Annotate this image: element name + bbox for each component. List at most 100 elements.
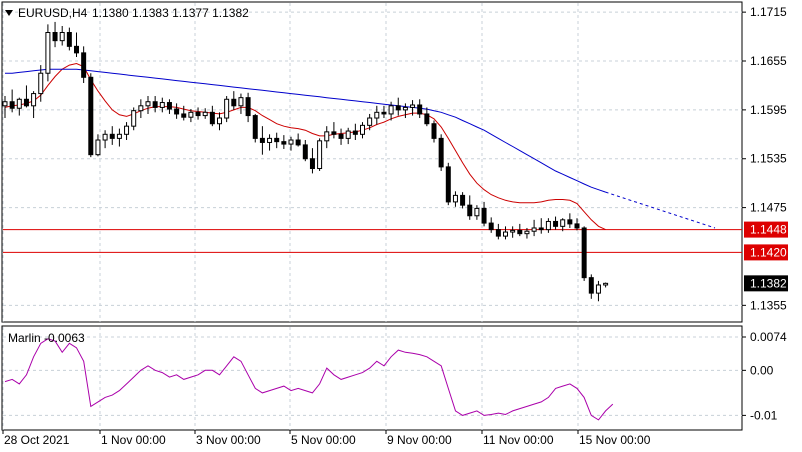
level-price-label: 1.1448: [750, 223, 787, 237]
candle-down: [488, 222, 494, 231]
candle-up: [595, 284, 601, 294]
candle-down: [445, 166, 451, 203]
candle-down: [467, 204, 473, 217]
candle-down: [88, 76, 94, 156]
ohlc-label: 1.1380 1.1383 1.1377 1.1382: [92, 6, 249, 20]
candle-up: [16, 98, 22, 109]
candle-up: [388, 105, 394, 115]
candle-down: [152, 101, 158, 108]
y-tick-label: 1.1715: [750, 5, 787, 19]
candle-up: [202, 111, 208, 117]
candle-down: [181, 113, 187, 118]
candle-down: [417, 104, 423, 115]
horizontal-levels: [3, 229, 742, 253]
candle-down: [252, 115, 258, 139]
candle-up: [410, 104, 416, 108]
candle-up: [159, 102, 165, 108]
candle-up: [188, 111, 194, 118]
candle-up: [324, 131, 330, 142]
candle-down: [81, 52, 87, 78]
x-tick-label: 11 Nov 00:00: [483, 433, 554, 447]
candle-up: [367, 117, 373, 126]
level-price-label: 1.1420: [750, 245, 787, 259]
candle-up: [45, 32, 51, 74]
blue-moving-average: [5, 68, 606, 193]
candle-down: [567, 219, 573, 225]
candle-down: [209, 111, 215, 125]
x-tick-label: 1 Nov 00:00: [101, 433, 166, 447]
candle-up: [38, 72, 44, 95]
candle-up: [2, 101, 8, 107]
indicator-grid: [2, 327, 742, 430]
candle-down: [281, 141, 287, 145]
candle-down: [23, 98, 29, 107]
candle-down: [174, 108, 180, 115]
y-tick-label: 1.1475: [750, 201, 787, 215]
candle-up: [116, 133, 122, 139]
indicator-label: Marlin -0.0063: [8, 331, 85, 345]
candle-up: [545, 220, 551, 231]
candle-up: [124, 125, 130, 135]
y-tick-label: 1.1595: [750, 103, 787, 117]
marlin-line: [4, 338, 614, 421]
candle-down: [166, 102, 172, 110]
candle-up: [224, 98, 230, 119]
y-tick-label: 0.00: [750, 363, 774, 377]
candle-up: [524, 230, 530, 235]
menu-triangle-icon[interactable]: [5, 10, 13, 16]
y-tick-label: 1.1655: [750, 54, 787, 68]
candle-down: [438, 137, 444, 168]
candle-down: [588, 277, 594, 294]
candle-down: [538, 227, 544, 231]
x-tick-label: 28 Oct 2021: [4, 433, 70, 447]
candle-down: [581, 227, 587, 279]
current-price-label: 1.1382: [750, 276, 787, 290]
x-tick-label: 9 Nov 00:00: [387, 433, 452, 447]
candle-down: [74, 45, 79, 54]
candle-up: [317, 140, 323, 170]
candle-down: [553, 220, 559, 227]
candle-up: [217, 117, 222, 125]
candle-up: [102, 133, 108, 141]
candle-down: [424, 113, 430, 125]
y-tick-label: 1.1535: [750, 152, 787, 166]
x-tick-label: 15 Nov 00:00: [579, 433, 651, 447]
candle-up: [374, 111, 380, 119]
price-panel: [1, 1, 743, 323]
y-tick-label: -0.01: [750, 408, 778, 422]
candle-up: [131, 110, 137, 127]
candle-down: [352, 130, 358, 135]
y-tick-label: 0.0074: [750, 330, 787, 344]
candle-down: [109, 133, 115, 139]
y-tick-label: 1.1355: [750, 298, 787, 312]
candle-down: [331, 131, 337, 135]
candle-up: [531, 227, 537, 232]
candle-down: [52, 32, 58, 42]
moving-averages: [4, 62, 716, 231]
level-price-box: [744, 221, 788, 238]
marlin-series: [4, 338, 614, 421]
candle-down: [309, 158, 315, 170]
candle-up: [95, 139, 101, 156]
candles: [2, 21, 609, 302]
symbol-label: EURUSD,H4: [18, 6, 88, 20]
candle-up: [267, 137, 273, 143]
current-price-box: [744, 275, 788, 292]
candle-up: [360, 124, 365, 135]
candle-down: [574, 223, 580, 229]
candle-up: [452, 194, 458, 203]
time-axis: 28 Oct 2021 1 Nov 00:00 3 Nov 00:00 5 Nov 0…: [2, 430, 651, 447]
indicator-panel: [1, 325, 743, 431]
candle-down: [481, 207, 487, 224]
candle-up: [603, 282, 609, 286]
candle-down: [302, 144, 308, 160]
candle-up: [402, 106, 408, 111]
candle-up: [474, 207, 480, 217]
candle-down: [295, 139, 301, 146]
candle-down: [231, 98, 237, 107]
candle-up: [503, 231, 508, 237]
candle-down: [460, 194, 466, 206]
candle-down: [66, 32, 72, 47]
candle-down: [259, 137, 265, 143]
